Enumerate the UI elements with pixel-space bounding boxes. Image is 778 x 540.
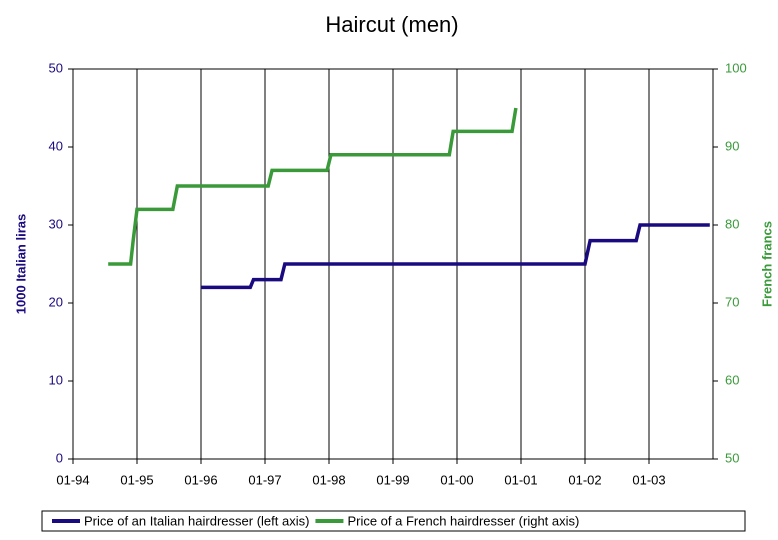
x-tick-label: 01-98 [312, 472, 345, 487]
x-tick-label: 01-01 [504, 472, 537, 487]
y-axis-label: 1000 Italian liras [13, 214, 28, 314]
y2-axis-label: French francs [759, 221, 774, 307]
x-tick-label: 01-99 [376, 472, 409, 487]
chart-title: Haircut (men) [325, 12, 458, 37]
legend-label: Price of a French hairdresser (right axi… [347, 513, 579, 528]
x-tick-label: 01-02 [568, 472, 601, 487]
x-tick-label: 01-95 [120, 472, 153, 487]
x-tick-label: 01-00 [440, 472, 473, 487]
x-tick-label: 01-94 [56, 472, 89, 487]
x-tick-label: 01-97 [248, 472, 281, 487]
y2-tick-label: 50 [725, 450, 739, 465]
y2-tick-label: 70 [725, 294, 739, 309]
y2-tick-label: 60 [725, 372, 739, 387]
legend-box [41, 510, 746, 532]
y2-tick-label: 80 [725, 216, 739, 231]
y-tick-label: 30 [49, 216, 63, 231]
series-line [108, 107, 518, 266]
series-line [201, 223, 710, 290]
y2-tick-label: 100 [725, 60, 747, 75]
y-tick-label: 0 [56, 450, 63, 465]
legend-label: Price of an Italian hairdresser (left ax… [84, 513, 309, 528]
y2-tick-label: 90 [725, 138, 739, 153]
x-tick-label: 01-03 [632, 472, 665, 487]
x-tick-label: 01-96 [184, 472, 217, 487]
y-tick-label: 50 [49, 60, 63, 75]
y-tick-label: 40 [49, 138, 63, 153]
y-tick-label: 20 [49, 294, 63, 309]
y-tick-label: 10 [49, 372, 63, 387]
